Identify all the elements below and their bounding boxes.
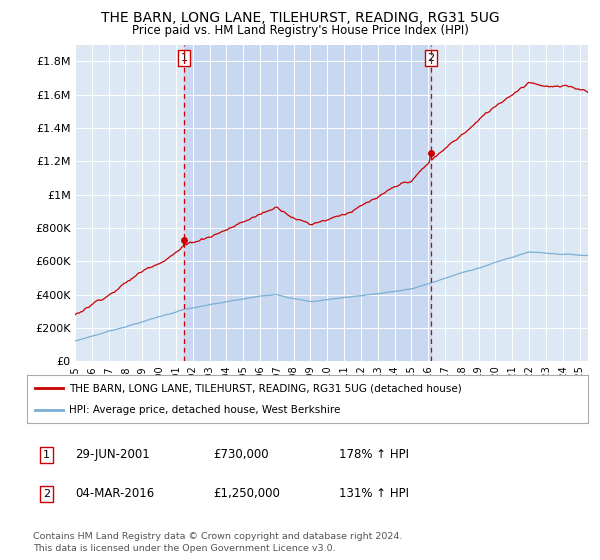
Bar: [184, 45, 431, 361]
Text: Price paid vs. HM Land Registry's House Price Index (HPI): Price paid vs. HM Land Registry's House …: [131, 24, 469, 36]
Text: 1: 1: [43, 450, 50, 460]
Text: 2: 2: [43, 489, 50, 499]
Text: 04-MAR-2016: 04-MAR-2016: [75, 487, 154, 501]
Text: THE BARN, LONG LANE, TILEHURST, READING, RG31 5UG (detached house): THE BARN, LONG LANE, TILEHURST, READING,…: [69, 383, 462, 393]
Text: Contains HM Land Registry data © Crown copyright and database right 2024.
This d: Contains HM Land Registry data © Crown c…: [33, 533, 403, 553]
Text: HPI: Average price, detached house, West Berkshire: HPI: Average price, detached house, West…: [69, 405, 340, 415]
Text: £1,250,000: £1,250,000: [213, 487, 280, 501]
Text: 1: 1: [181, 53, 188, 63]
Text: 29-JUN-2001: 29-JUN-2001: [75, 448, 150, 461]
Text: 178% ↑ HPI: 178% ↑ HPI: [339, 448, 409, 461]
Text: THE BARN, LONG LANE, TILEHURST, READING, RG31 5UG: THE BARN, LONG LANE, TILEHURST, READING,…: [101, 11, 499, 25]
Text: 2: 2: [428, 53, 434, 63]
Text: 131% ↑ HPI: 131% ↑ HPI: [339, 487, 409, 501]
Text: £730,000: £730,000: [213, 448, 269, 461]
